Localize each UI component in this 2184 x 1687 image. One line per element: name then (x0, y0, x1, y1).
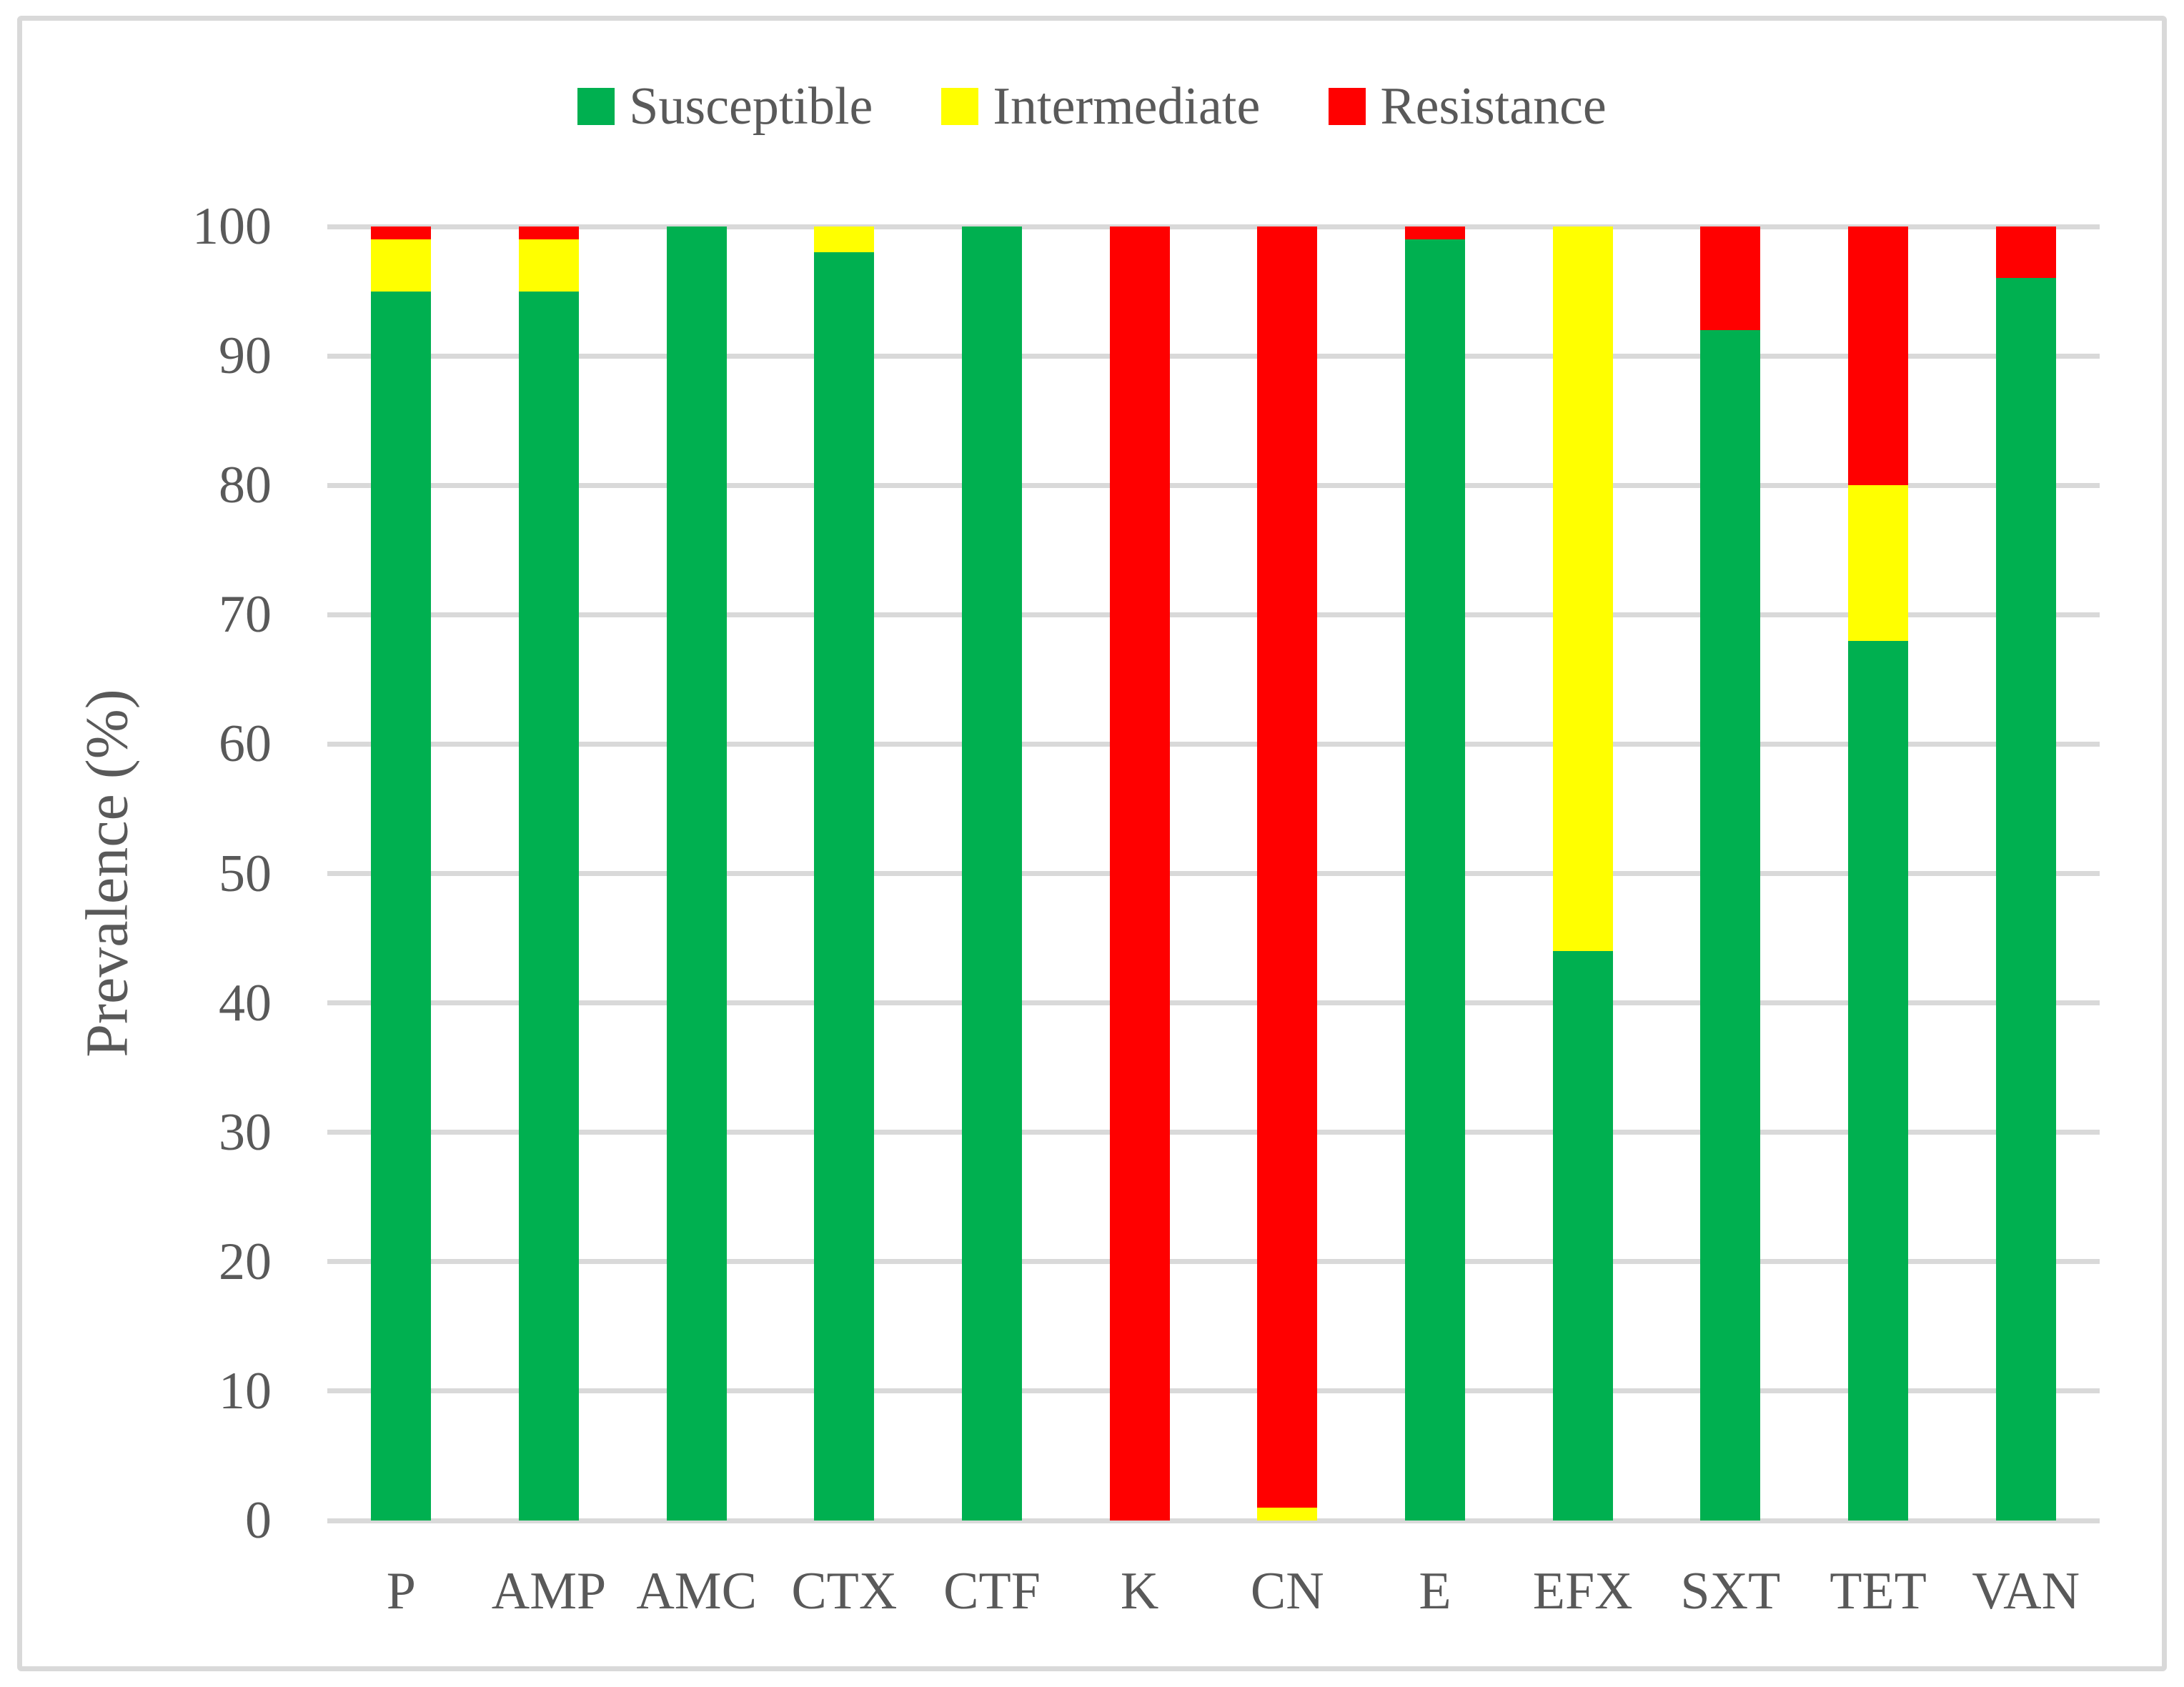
gridline-50 (327, 871, 2100, 876)
legend-swatch-icon (1329, 88, 1366, 125)
legend-swatch-icon (577, 88, 615, 125)
bar-p (371, 227, 432, 1521)
bar-segment-cn-resistance (1257, 227, 1318, 1508)
gridline-60 (327, 741, 2100, 747)
gridline-70 (327, 612, 2100, 617)
y-tick-label-80: 80 (219, 456, 272, 515)
y-tick-label-20: 20 (219, 1232, 272, 1291)
x-tick-label-e: E (1419, 1562, 1451, 1621)
legend-item-intermediate: Intermediate (941, 80, 1260, 133)
y-tick-label-40: 40 (219, 973, 272, 1032)
bar-segment-amp-resistance (519, 227, 579, 240)
x-tick-label-p: P (386, 1562, 416, 1621)
legend-label: Susceptible (629, 77, 873, 136)
bar-segment-tet-resistance (1848, 227, 1908, 486)
plot-area: 100 90 80 70 60 50 40 30 20 10 0 P AMP AMC CTX CTF K CN E… (192, 200, 2100, 1618)
bar-segment-ctx-intermediate (814, 227, 875, 253)
bar-segment-e-resistance (1405, 227, 1465, 240)
gridline-100 (327, 224, 2100, 229)
legend-label: Resistance (1380, 77, 1607, 136)
x-tick-label-van: VAN (1972, 1562, 2080, 1621)
x-tick-label-amc: AMC (636, 1562, 757, 1621)
y-tick-label-100: 100 (192, 197, 272, 256)
bar-segment-e-susceptible (1405, 239, 1465, 1521)
x-tick-label-k: K (1120, 1562, 1159, 1621)
bar-segment-tet-intermediate (1848, 485, 1908, 641)
bar-segment-amp-susceptible (519, 291, 579, 1521)
bar-segment-efx-intermediate (1552, 227, 1613, 952)
y-tick-label-10: 10 (219, 1361, 272, 1420)
bar-segment-van-susceptible (1995, 278, 2056, 1521)
y-tick-label-0: 0 (245, 1491, 272, 1550)
gridline-30 (327, 1130, 2100, 1135)
x-tick-label-sxt: SXT (1680, 1562, 1781, 1621)
bar-segment-efx-susceptible (1552, 951, 1613, 1521)
bar-segment-sxt-susceptible (1700, 329, 1761, 1521)
y-axis-title: Prevalence (%) (74, 689, 141, 1058)
bar-segment-sxt-resistance (1700, 227, 1761, 330)
bar-efx (1552, 227, 1613, 1521)
bar-segment-p-susceptible (371, 291, 432, 1521)
gridline-0 (327, 1518, 2100, 1523)
bar-segment-amp-intermediate (519, 239, 579, 292)
y-tick-label-50: 50 (219, 844, 272, 903)
bar-sxt (1700, 227, 1761, 1521)
bar-amp (519, 227, 579, 1521)
legend-item-susceptible: Susceptible (577, 80, 873, 133)
bar-segment-ctf-susceptible (962, 227, 1022, 1521)
bar-k (1109, 227, 1170, 1521)
bar-segment-amc-susceptible (666, 227, 727, 1521)
bar-segment-ctx-susceptible (814, 252, 875, 1521)
x-tick-label-efx: EFX (1532, 1562, 1633, 1621)
bar-ctx (814, 227, 875, 1521)
legend-swatch-icon (941, 88, 979, 125)
bar-segment-p-intermediate (371, 239, 432, 292)
gridline-80 (327, 482, 2100, 488)
x-tick-label-ctx: CTX (791, 1562, 898, 1621)
y-tick-label-60: 60 (219, 715, 272, 774)
gridline-10 (327, 1388, 2100, 1394)
chart-legend: Susceptible Intermediate Resistance (0, 80, 2184, 133)
bars-layer (327, 227, 2100, 1521)
x-tick-label-cn: CN (1250, 1562, 1324, 1621)
y-tick-label-70: 70 (219, 585, 272, 645)
gridline-90 (327, 353, 2100, 359)
bar-amc (666, 227, 727, 1521)
y-tick-label-30: 30 (219, 1103, 272, 1162)
x-tick-label-ctf: CTF (943, 1562, 1041, 1621)
bar-segment-p-resistance (371, 227, 432, 240)
bar-segment-k-resistance (1109, 227, 1170, 1521)
legend-item-resistance: Resistance (1329, 77, 1607, 136)
x-tick-label-amp: AMP (491, 1562, 607, 1621)
bar-cn (1257, 227, 1318, 1521)
bar-ctf (962, 227, 1022, 1521)
gridline-20 (327, 1259, 2100, 1265)
bar-segment-van-resistance (1995, 227, 2056, 279)
bar-van (1995, 227, 2056, 1521)
legend-label: Intermediate (993, 77, 1261, 136)
y-tick-label-90: 90 (219, 327, 272, 386)
bar-e (1405, 227, 1465, 1521)
gridline-40 (327, 1000, 2100, 1006)
bar-segment-tet-susceptible (1848, 640, 1908, 1521)
bar-segment-cn-intermediate (1257, 1507, 1318, 1521)
bar-tet (1848, 227, 1908, 1521)
x-tick-label-tet: TET (1830, 1562, 1927, 1621)
